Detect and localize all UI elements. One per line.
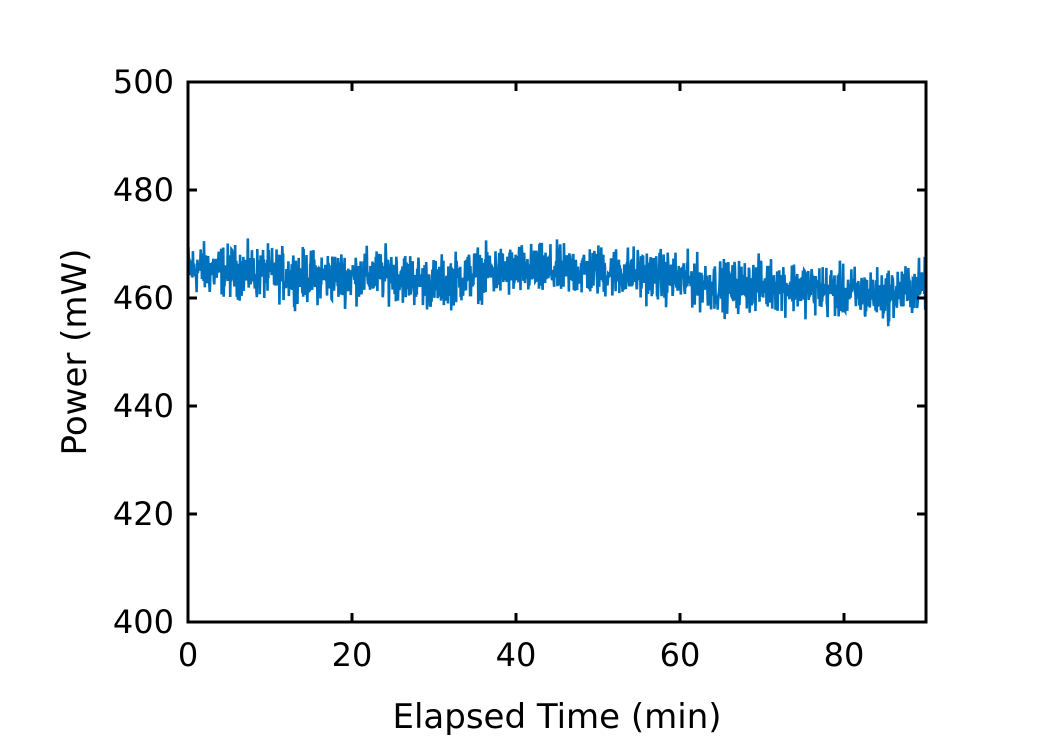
x-tick-label: 0 [178, 636, 198, 674]
ticks-layer: 0 20 40 60 80 400 420 440 460 480 500 [113, 63, 926, 674]
y-tick-label: 460 [113, 279, 174, 317]
x-tick-label: 20 [332, 636, 373, 674]
y-tick-label: 440 [113, 387, 174, 425]
y-tick-label: 400 [113, 603, 174, 641]
y-axis-label: Power (mW) [55, 249, 95, 456]
power-series-line [186, 238, 928, 327]
y-tick-label: 420 [113, 495, 174, 533]
axes-box [186, 80, 928, 624]
series-layer [186, 238, 928, 327]
y-tick-label: 500 [113, 63, 174, 101]
x-axis-label: Elapsed Time (min) [392, 697, 721, 737]
x-tick-label: 80 [824, 636, 865, 674]
y-tick-label: 480 [113, 171, 174, 209]
x-tick-label: 40 [496, 636, 537, 674]
x-tick-label: 60 [660, 636, 701, 674]
